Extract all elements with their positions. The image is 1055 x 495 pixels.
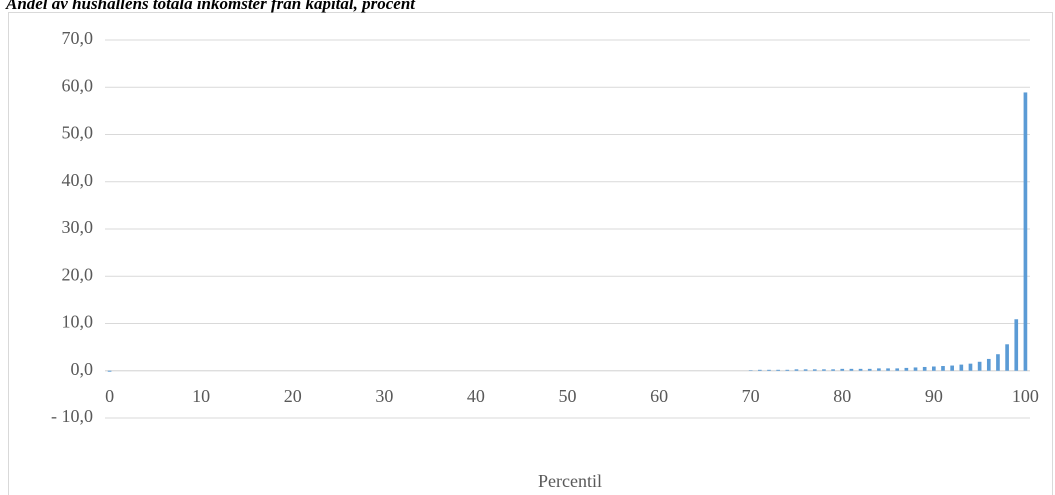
x-tick-label: 10 bbox=[192, 386, 210, 406]
bar bbox=[986, 358, 991, 371]
x-tick-label: 30 bbox=[375, 386, 393, 406]
bar bbox=[1005, 344, 1009, 371]
bar bbox=[107, 370, 112, 372]
bar bbox=[968, 363, 973, 371]
x-tick-label: 40 bbox=[467, 386, 485, 406]
bar bbox=[886, 368, 890, 371]
bar bbox=[867, 368, 872, 371]
bar bbox=[757, 369, 762, 371]
bar bbox=[1023, 92, 1028, 371]
y-tick-label: 40,0 bbox=[62, 170, 94, 190]
bar bbox=[831, 369, 835, 371]
bar bbox=[996, 354, 1000, 371]
bar bbox=[895, 368, 900, 371]
chart-title: Andel av hushållens totala inkomster frå… bbox=[5, 0, 416, 13]
bar bbox=[977, 361, 982, 371]
bar bbox=[794, 369, 799, 371]
bar bbox=[803, 369, 808, 371]
x-tick-label: 80 bbox=[833, 386, 851, 406]
x-tick-label: 70 bbox=[742, 386, 760, 406]
y-tick-label: 10,0 bbox=[62, 312, 94, 332]
bar bbox=[812, 369, 817, 371]
bar bbox=[959, 364, 964, 371]
y-tick-label: 70,0 bbox=[62, 28, 94, 48]
x-tick-label: 60 bbox=[650, 386, 668, 406]
bar bbox=[932, 366, 936, 371]
bar bbox=[858, 368, 863, 371]
bar bbox=[904, 367, 909, 371]
y-tick-label: 0,0 bbox=[71, 359, 94, 379]
bar bbox=[922, 366, 927, 371]
chart-border bbox=[8, 12, 1053, 495]
y-tick-label: 20,0 bbox=[62, 264, 94, 284]
bar bbox=[877, 368, 881, 371]
y-tick-label: - 10,0 bbox=[51, 406, 93, 426]
bar bbox=[1014, 319, 1019, 371]
x-tick-label: 20 bbox=[284, 386, 302, 406]
bar bbox=[785, 369, 790, 371]
bar bbox=[840, 368, 845, 371]
bar bbox=[822, 369, 826, 371]
bar bbox=[849, 368, 854, 371]
bar bbox=[941, 366, 945, 371]
y-tick-label: 50,0 bbox=[62, 123, 94, 143]
y-tick-label: 30,0 bbox=[62, 217, 94, 237]
x-tick-label: 90 bbox=[925, 386, 943, 406]
x-tick-label: 50 bbox=[559, 386, 577, 406]
bar bbox=[913, 367, 918, 371]
y-tick-label: 60,0 bbox=[62, 75, 94, 95]
x-axis-label: Percentil bbox=[538, 471, 602, 491]
bar bbox=[950, 365, 954, 371]
x-tick-label: 100 bbox=[1012, 386, 1039, 406]
x-tick-label: 0 bbox=[105, 386, 114, 406]
bar bbox=[776, 369, 780, 371]
bar bbox=[767, 369, 771, 371]
